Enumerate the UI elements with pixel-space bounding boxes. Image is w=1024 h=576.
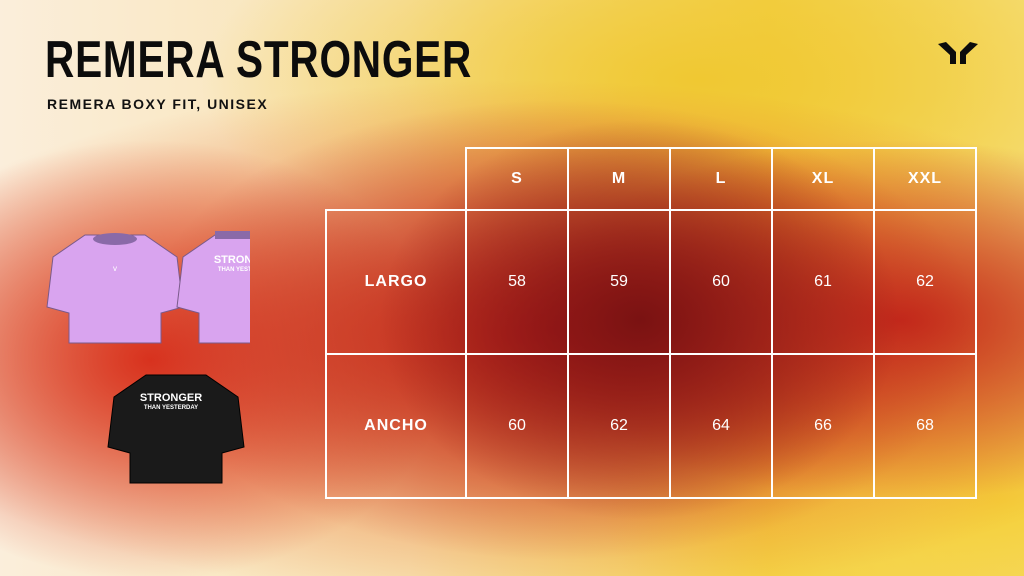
size-header: XXL <box>873 147 977 211</box>
cell-value: 61 <box>771 209 875 355</box>
print-text: STRONGER <box>214 254 250 266</box>
cell-value: 60 <box>669 209 773 355</box>
tshirt-images: v STRONGER THAN YESTERDAY STRONGER THAN … <box>46 231 250 484</box>
size-header-row: S M L XL XXL <box>326 147 977 211</box>
size-header: L <box>669 147 773 211</box>
print-subtext: THAN YESTERDAY <box>144 405 198 411</box>
print-subtext: THAN YESTERDAY <box>218 267 250 273</box>
lilac-tshirt-front: v <box>46 233 184 344</box>
table-row: LARGO 58 59 60 61 62 <box>325 209 977 355</box>
cell-value: 58 <box>465 209 569 355</box>
size-table: S M L XL XXL LARGO 58 59 60 61 62 ANCHO … <box>325 147 977 499</box>
row-label: LARGO <box>325 209 467 355</box>
lilac-tshirt-back: STRONGER THAN YESTERDAY <box>176 231 250 344</box>
cell-value: 64 <box>669 353 773 499</box>
size-header: M <box>567 147 671 211</box>
size-header: XL <box>771 147 875 211</box>
cell-value: 66 <box>771 353 875 499</box>
empty-corner <box>326 148 467 211</box>
cell-value: 60 <box>465 353 569 499</box>
table-row: ANCHO 60 62 64 66 68 <box>325 353 977 499</box>
row-label: ANCHO <box>325 353 467 499</box>
cell-value: 68 <box>873 353 977 499</box>
cell-value: 62 <box>567 353 671 499</box>
page-title: REMERA STRONGER <box>45 31 473 89</box>
print-text: STRONGER <box>140 392 202 404</box>
cell-value: 59 <box>567 209 671 355</box>
size-header: S <box>465 147 569 211</box>
black-tshirt-back: STRONGER THAN YESTERDAY <box>107 374 245 484</box>
cell-value: 62 <box>873 209 977 355</box>
page-subtitle: REMERA BOXY FIT, UNISEX <box>47 96 269 112</box>
brand-logo-icon <box>938 42 978 64</box>
svg-text:v: v <box>113 264 117 273</box>
